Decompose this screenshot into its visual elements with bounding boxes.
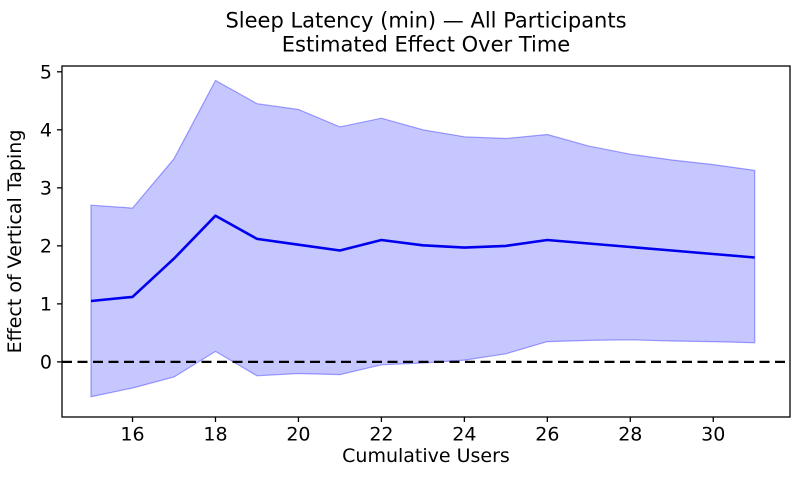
x-tick-label-18: 18 [203, 424, 227, 446]
x-axis-label: Cumulative Users [342, 445, 510, 467]
chart-title-line2: Estimated Effect Over Time [282, 33, 570, 57]
confidence-band-layer [90, 79, 756, 398]
y-tick-label-0: 0 [40, 351, 52, 373]
y-tick-label-5: 5 [40, 61, 52, 83]
axes-spines [61, 65, 791, 418]
y-axis-label: Effect of Vertical Taping [4, 130, 26, 354]
y-tick-label-1: 1 [40, 293, 52, 315]
ticks-layer: 16 18 20 22 24 26 28 30 0 1 2 3 4 5 [40, 61, 725, 445]
x-tick-label-28: 28 [618, 424, 642, 446]
x-tick-label-22: 22 [369, 424, 393, 446]
y-tick-label-3: 3 [40, 177, 52, 199]
series-line-layer [90, 214, 755, 303]
x-tick-label-26: 26 [535, 424, 559, 446]
x-tick-label-30: 30 [701, 424, 725, 446]
chart-title-line1: Sleep Latency (min) — All Participants [225, 9, 626, 33]
axes-layer [61, 65, 791, 418]
x-tick-label-24: 24 [452, 424, 476, 446]
effect-line [90, 214, 755, 303]
x-tick-label-20: 20 [286, 424, 310, 446]
y-tick-label-2: 2 [40, 235, 52, 257]
x-tick-label-16: 16 [120, 424, 144, 446]
confidence-band [90, 79, 756, 398]
y-tick-label-4: 4 [40, 119, 52, 141]
